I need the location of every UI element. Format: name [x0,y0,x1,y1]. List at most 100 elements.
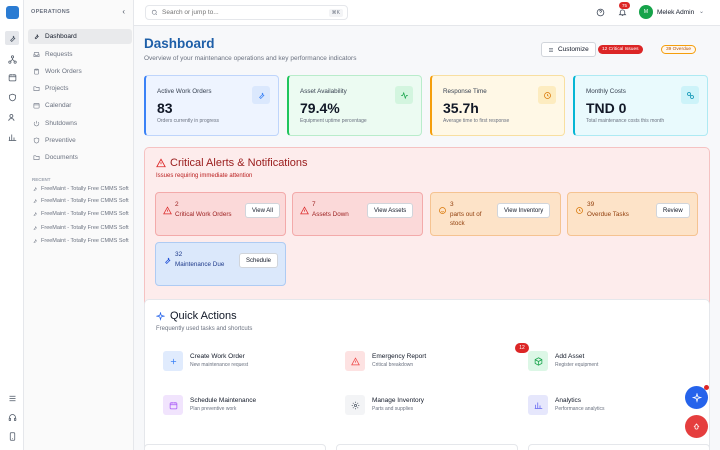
critical-alerts-panel: Critical Alerts & Notifications Issues r… [144,147,710,312]
network-icon[interactable] [7,54,17,64]
action-sub: Register equipment [555,362,599,368]
emergency-report-action[interactable]: Emergency Report Critical breakdown [345,349,515,373]
alert-label: Critical Work Orders [175,211,232,218]
calendar-icon [33,103,40,109]
page-title: Dashboard [144,36,215,51]
sidebar-heading: OPERATIONS [31,9,70,15]
wrench-icon [163,256,172,265]
bar-chart-icon [528,395,548,415]
chart-icon[interactable] [7,132,17,142]
shield-icon[interactable] [7,92,17,102]
recent-item[interactable]: FreeMaint - Totally Free CMMS Soft [32,211,132,217]
wrench-icon [33,187,37,192]
customize-button[interactable]: Customize [541,42,596,57]
alert-count: 3 [450,201,454,208]
search-input[interactable] [162,9,312,16]
sidebar-item-documents[interactable]: Documents [28,150,132,165]
overdue-badge[interactable]: 39 Overdue [661,45,697,54]
alert-card-overdue-tasks: 39 Overdue Tasks Review [567,192,698,236]
customize-label: Customize [558,46,589,53]
sidebar-item-label: Requests [45,51,73,58]
sidebar-item-calendar[interactable]: Calendar [28,98,132,113]
users-icon[interactable] [7,112,17,122]
panel-peek [336,444,518,450]
manage-inventory-action[interactable]: Manage Inventory Parts and supplies [345,393,515,417]
alert-card-critical-work-orders: 2 Critical Work Orders View All [155,192,286,236]
schedule-button[interactable]: Schedule [239,253,279,268]
recent-item-label: FreeMaint - Totally Free CMMS Soft [41,238,129,244]
alert-triangle-icon [345,351,365,371]
sidebar-item-projects[interactable]: Projects [28,81,132,96]
inbox-icon [33,52,40,57]
quick-actions-panel: Quick Actions Frequently used tasks and … [144,299,710,450]
folder-icon [33,86,40,91]
add-asset-action[interactable]: Add Asset Register equipment [528,349,698,373]
bell-icon[interactable] [618,8,627,17]
alert-card-assets-down: 7 Assets Down View Assets [292,192,423,236]
recent-item[interactable]: FreeMaint - Totally Free CMMS Soft [32,238,132,244]
sidebar-item-label: Projects [45,85,69,92]
plus-icon [163,351,183,371]
sidebar-item-shutdowns[interactable]: Shutdowns [28,116,132,131]
view-all-button[interactable]: View All [245,203,280,218]
view-assets-button[interactable]: View Assets [367,203,414,218]
search-box[interactable]: ⌘K [145,5,348,20]
sliders-icon[interactable] [7,393,17,403]
recent-item[interactable]: FreeMaint - Totally Free CMMS Soft [32,225,132,231]
view-inventory-button[interactable]: View Inventory [497,203,551,218]
create-work-order-action[interactable]: Create Work Order New maintenance reques… [163,349,333,373]
action-sub: Plan preventive work [190,406,237,412]
kpi-card-monthly-costs[interactable]: Monthly Costs TND 0 Total maintenance co… [573,75,708,136]
user-name[interactable]: Melek Admin [657,9,695,16]
recent-item[interactable]: FreeMaint - Totally Free CMMS Soft [32,186,132,192]
review-button[interactable]: Review [656,203,690,218]
power-icon [33,120,40,127]
quick-actions-title-text: Quick Actions [170,310,237,322]
gear-icon [345,395,365,415]
headset-icon[interactable] [7,412,17,422]
action-title: Create Work Order [190,353,245,360]
phone-icon[interactable] [7,431,17,441]
sidebar-item-work-orders[interactable]: Work Orders [28,64,132,79]
search-icon [151,9,158,16]
analytics-action[interactable]: Analytics Performance analytics [528,393,698,417]
kpi-sub: Average time to first response [443,118,510,124]
sidebar-item-dashboard[interactable]: Dashboard [28,29,132,44]
kpi-card-active-work-orders[interactable]: Active Work Orders 83 Orders currently i… [144,75,279,136]
bug-report-button[interactable] [685,415,708,438]
kpi-card-asset-availability[interactable]: Asset Availability 79.4% Equipment uptim… [287,75,422,136]
logo-icon[interactable] [6,6,19,19]
wrench-icon[interactable] [5,31,19,45]
calendar-icon [163,395,183,415]
action-title: Manage Inventory [372,397,425,404]
recent-item-label: FreeMaint - Totally Free CMMS Soft [41,211,129,217]
notification-badge: 75 [619,2,631,9]
action-title: Add Asset [555,353,585,360]
alert-card-parts-out-of-stock: 3 parts out of stock View Inventory [430,192,561,236]
avatar[interactable]: M [639,5,653,19]
kpi-value: 83 [157,100,173,116]
ai-assistant-button[interactable] [685,386,708,409]
sliders-icon [549,47,553,52]
link-icon [681,86,699,104]
help-icon[interactable] [596,8,605,17]
chevron-down-icon[interactable]: ⌄ [699,9,705,15]
kpi-label: Response Time [443,88,487,95]
panel-peek [144,444,326,450]
sidebar-item-preventive[interactable]: Preventive [28,133,132,148]
alert-count: 2 [175,201,179,208]
action-sub: Critical breakdown [372,362,414,368]
kpi-card-response-time[interactable]: Response Time 35.7h Average time to firs… [430,75,565,136]
schedule-maintenance-action[interactable]: Schedule Maintenance Plan preventive wor… [163,393,333,417]
recent-item[interactable]: FreeMaint - Totally Free CMMS Soft [32,198,132,204]
alert-label: Overdue Tasks [587,211,629,218]
sidebar-item-requests[interactable]: Requests [28,47,132,62]
clock-icon [538,86,556,104]
alert-count: 32 [175,251,183,258]
calendar-icon[interactable] [7,72,17,82]
alert-card-maintenance-due: 32 Maintenance Due Schedule [155,242,286,286]
recent-item-label: FreeMaint - Totally Free CMMS Soft [41,186,129,192]
wrench-icon [33,226,37,231]
critical-issues-badge[interactable]: 12 Critical Issues [598,45,643,54]
collapse-sidebar-icon[interactable]: ‹ [122,7,125,16]
